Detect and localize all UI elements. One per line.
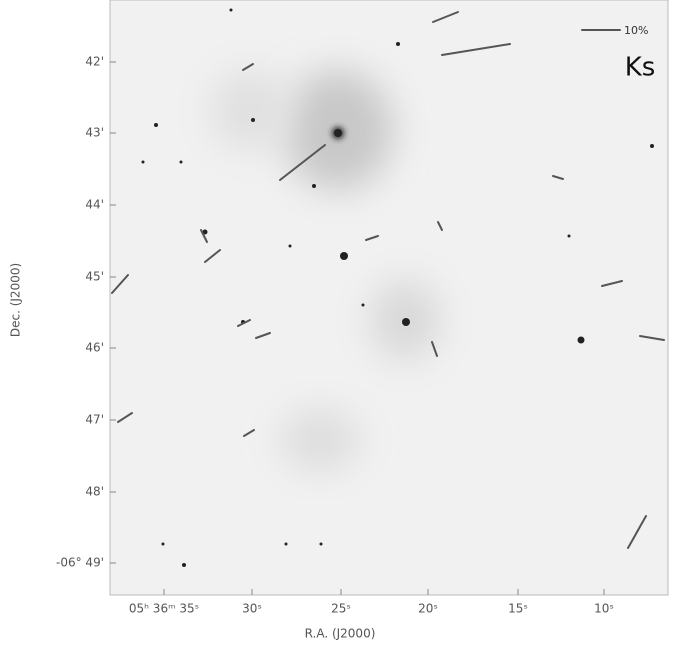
- x-tick-label: 10ˢ: [594, 602, 614, 616]
- y-tick-label: 43': [85, 126, 104, 140]
- y-tick-label: 44': [85, 198, 104, 212]
- figure: 10% Ks 42' 43' 44' 45' 46' 47' 48' -06° 49' 05ʰ …: [0, 0, 675, 648]
- y-tick-label: 48': [85, 485, 104, 499]
- x-tick-label: 20ˢ: [418, 602, 438, 616]
- y-tick-label: 45': [85, 270, 104, 284]
- y-axis-label: Dec. (J2000): [9, 263, 23, 337]
- y-tick-label: 46': [85, 341, 104, 355]
- scale-label: 10%: [624, 24, 648, 37]
- x-axis-label: R.A. (J2000): [305, 627, 376, 641]
- x-tick-label: 30ˢ: [242, 602, 262, 616]
- y-tick-label: -06° 49': [56, 556, 104, 570]
- sky-image: 10% Ks: [110, 0, 668, 595]
- x-tick-label: 05ʰ 36ᵐ 35ˢ: [129, 602, 199, 616]
- y-tick-label: 42': [85, 55, 104, 69]
- y-tick-label: 47': [85, 413, 104, 427]
- band-label: Ks: [625, 53, 656, 83]
- x-tick-label: 15ˢ: [508, 602, 528, 616]
- x-tick-label: 25ˢ: [331, 602, 351, 616]
